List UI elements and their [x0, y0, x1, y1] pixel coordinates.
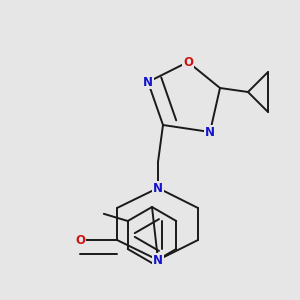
Text: N: N — [205, 125, 215, 139]
Text: N: N — [153, 182, 163, 194]
Text: N: N — [143, 76, 153, 88]
Text: O: O — [183, 56, 193, 68]
Text: N: N — [153, 254, 163, 266]
Text: O: O — [75, 233, 85, 247]
